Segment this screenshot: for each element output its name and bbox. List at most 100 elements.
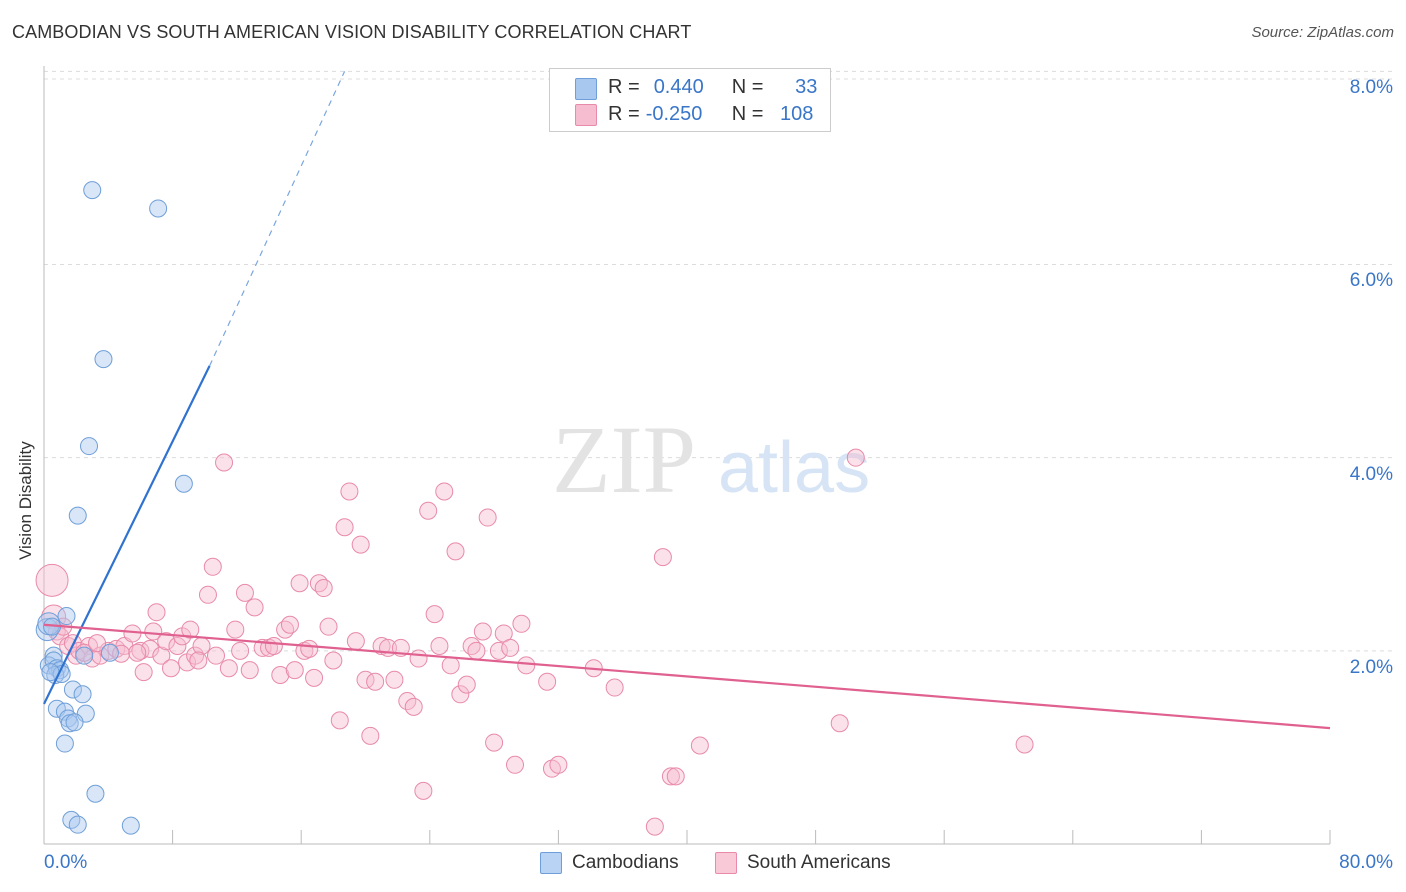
source-label: Source: ZipAtlas.com [1251,24,1394,41]
data-point [285,661,304,680]
data-point [645,817,664,836]
data-point [512,614,531,633]
data-point [446,542,465,561]
data-point [226,620,245,639]
data-point [73,685,92,704]
data-point [290,574,309,593]
data-point [264,637,283,655]
data-point [430,637,449,655]
bottom-legend-label-south-americans: South Americans [747,852,891,873]
data-point [385,670,404,689]
data-point [473,622,492,641]
bottom-legend-swatch-cambodians [540,852,562,874]
data-point [457,675,476,694]
data-point [419,501,438,520]
x-tick-label: 80.0% [1339,852,1393,873]
data-point [330,711,349,730]
data-point [366,672,385,691]
data-point [35,563,69,597]
legend-r-label: R = [608,75,640,98]
data-point [517,656,536,675]
data-point [83,181,102,200]
y-tick-label: 6.0% [1349,270,1393,292]
stats-legend: R = 0.440 N = 33 R = -0.250 N = 108 [549,68,831,132]
data-point [425,605,444,624]
data-point [134,663,153,682]
legend-n-value-cambodians: 33 [795,75,818,98]
data-point [319,617,338,636]
data-point [68,506,87,525]
bottom-legend-swatch-south-americans [715,852,737,874]
data-point [123,624,142,643]
data-point [314,579,333,598]
data-point [174,474,193,493]
data-point [235,583,254,602]
data-point [149,199,168,218]
data-point [830,714,849,733]
data-point [305,668,324,687]
data-point [549,755,568,774]
data-point [351,535,370,554]
data-point [161,659,180,678]
data-point [372,637,391,655]
data-point [661,767,680,786]
data-point [271,665,290,684]
legend-n-value-south-americans: 108 [780,102,814,125]
data-point [189,651,208,670]
data-point [409,649,428,668]
data-point [121,816,140,835]
data-point [404,697,423,716]
data-point [441,656,460,675]
data-point [144,622,163,641]
data-point [690,736,709,755]
data-point [361,726,380,745]
legend-n-label: N = [731,102,764,125]
data-point [245,598,264,617]
y-tick-label: 2.0% [1349,656,1393,678]
data-point [240,661,259,680]
legend-swatch-south-americans [575,104,597,126]
data-point [152,646,171,665]
legend-r-value-cambodians: 0.440 [653,75,704,98]
y-tick-label: 4.0% [1349,463,1393,485]
legend-r-value-south-americans: -0.250 [645,102,703,125]
data-point [55,734,74,753]
legend-swatch-cambodians [575,78,597,100]
data-point [666,767,685,786]
data-point [340,482,359,501]
watermark-zip: ZIP [552,406,696,513]
data-point [100,643,119,662]
data-point [128,643,147,662]
data-point [501,638,520,657]
data-point [75,646,94,665]
data-point [435,482,454,501]
data-point [80,437,99,456]
y-axis-title: Vision Disability [16,441,35,560]
bottom-legend-south-americans[interactable]: South Americans [715,852,891,874]
data-point [451,685,470,704]
data-point [324,651,343,670]
chart-title: CAMBODIAN VS SOUTH AMERICAN VISION DISAB… [12,22,692,42]
bottom-legend-label-cambodians: Cambodians [572,852,679,873]
data-point [186,646,205,665]
legend-n-label: N = [731,75,764,98]
data-point [505,755,524,774]
watermark: ZIP atlas [552,406,870,513]
data-point [346,632,365,651]
data-point [605,678,624,697]
bottom-legend-cambodians[interactable]: Cambodians [540,852,679,874]
data-point [168,637,187,655]
data-point [300,639,319,658]
data-point [181,620,200,639]
data-point [478,508,497,527]
data-point [57,607,76,626]
trend-line-cambodians [43,365,211,705]
data-point [414,781,433,800]
data-point [489,641,508,660]
data-point [198,585,217,604]
legend-r-label: R = [608,102,640,125]
data-point [86,784,105,803]
data-point [68,815,87,834]
trend-line-south-americans [43,623,1331,730]
watermark-atlas: atlas [718,428,870,508]
